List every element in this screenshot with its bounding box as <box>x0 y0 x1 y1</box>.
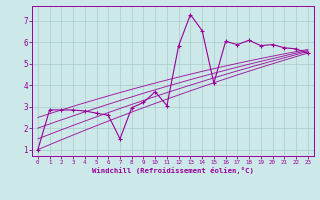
X-axis label: Windchill (Refroidissement éolien,°C): Windchill (Refroidissement éolien,°C) <box>92 167 254 174</box>
